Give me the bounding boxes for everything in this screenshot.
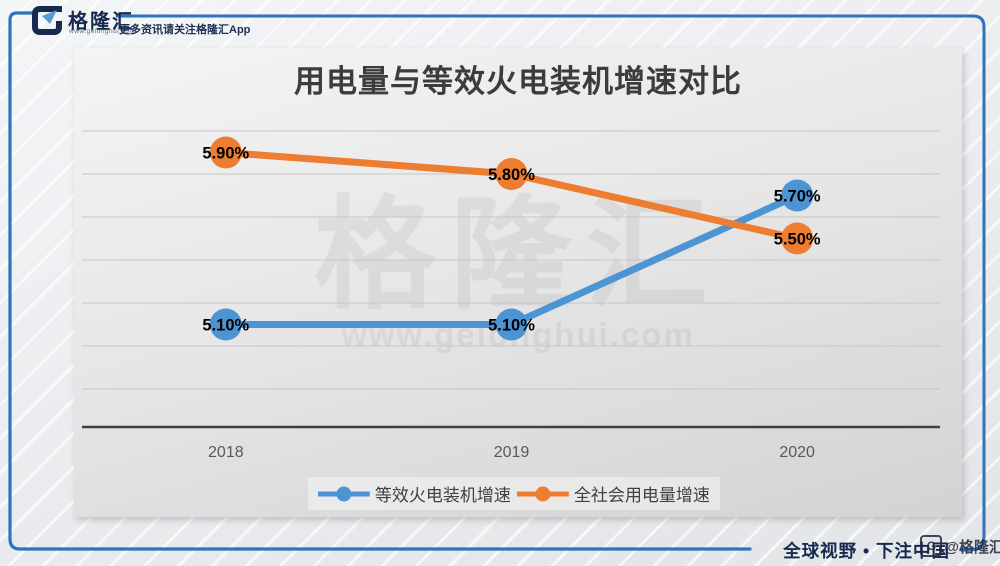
data-point-marker [781, 179, 814, 212]
data-point-marker [495, 308, 528, 341]
legend-item: 全社会用电量增速 [516, 481, 710, 506]
data-point-label: 5.10% [488, 317, 535, 335]
gelonghui-logo-icon [32, 6, 62, 35]
data-point-label: 5.80% [488, 166, 535, 184]
line-chart-plot: 5.10% 5.10% 5.70% 5.90% 5.80% 5.50% 2018 2019 20… [82, 130, 940, 461]
chart-legend: 等效火电装机增速 全社会用电量增速 [307, 477, 720, 510]
data-point-label: 5.90% [202, 145, 249, 163]
header-tagline: 更多资讯请关注格隆汇App [119, 24, 251, 36]
legend-item: 等效火电装机增速 [317, 481, 511, 506]
data-point-label: 5.50% [774, 231, 821, 249]
footer-credit-watermark: G @格隆汇 [920, 535, 1000, 557]
chart-card: 用电量与等效火电装机增速对比 格隆汇 www.gelonghui.com 5.1… [74, 48, 962, 517]
data-point-marker [209, 136, 242, 169]
footer-slogan: 全球视野 • 下注中国 [783, 541, 950, 561]
legend-label: 全社会用电量增速 [573, 486, 710, 505]
data-point-marker [781, 222, 814, 255]
legend-label: 等效火电装机增速 [374, 486, 511, 505]
legend-line-marker-icon [317, 486, 370, 501]
brand-site-url: www.gelonghui.com [69, 28, 136, 35]
brand-name: 格隆汇 [68, 11, 134, 33]
x-axis-tick-label: 2019 [494, 444, 530, 461]
data-point-marker [495, 158, 528, 190]
legend-line-marker-icon [516, 486, 569, 501]
data-point-label: 5.10% [202, 317, 249, 335]
x-axis-tick-label: 2020 [779, 444, 815, 461]
data-point-label: 5.70% [774, 188, 821, 206]
x-axis-tick-label: 2018 [208, 444, 244, 461]
data-point-marker [209, 308, 242, 341]
chart-title: 用电量与等效火电装机增速对比 [294, 64, 742, 99]
credit-text: @格隆汇 [944, 538, 1000, 556]
credit-logo-icon: G [920, 535, 943, 557]
